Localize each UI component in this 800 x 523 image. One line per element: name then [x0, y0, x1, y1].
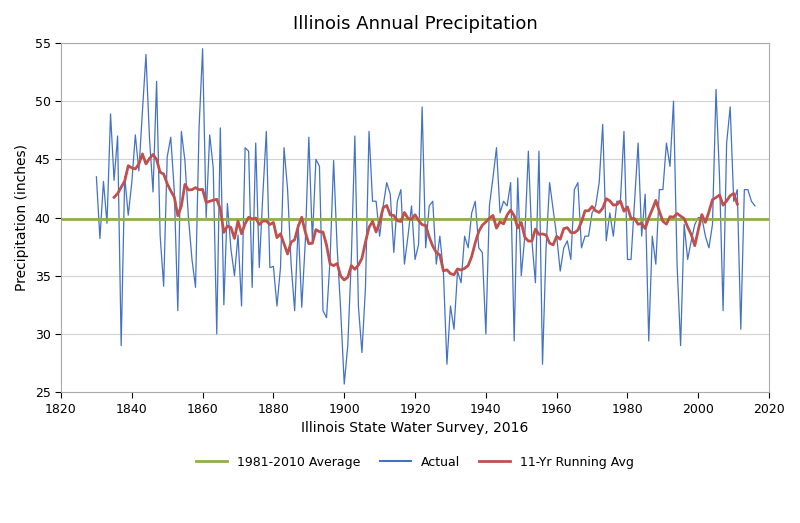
11-Yr Running Avg: [138, 151, 147, 157]
Actual: [530, 280, 540, 286]
Actual: [637, 233, 646, 240]
Actual: [91, 174, 101, 180]
Actual: [750, 203, 760, 209]
Y-axis label: Precipitation (inches): Precipitation (inches): [15, 144, 29, 291]
11-Yr Running Avg: [570, 230, 579, 236]
X-axis label: Illinois State Water Survey, 2016: Illinois State Water Survey, 2016: [302, 421, 529, 435]
Line: Actual: Actual: [96, 49, 755, 384]
11-Yr Running Avg: [311, 226, 321, 233]
11-Yr Running Avg: [339, 277, 349, 283]
Actual: [630, 198, 639, 204]
Actual: [116, 343, 126, 349]
Actual: [198, 46, 207, 52]
11-Yr Running Avg: [110, 194, 119, 200]
Title: Illinois Annual Precipitation: Illinois Annual Precipitation: [293, 15, 538, 33]
Actual: [418, 104, 427, 110]
Legend: 1981-2010 Average, Actual, 11-Yr Running Avg: 1981-2010 Average, Actual, 11-Yr Running…: [191, 451, 639, 474]
Actual: [237, 303, 246, 309]
Line: 11-Yr Running Avg: 11-Yr Running Avg: [114, 154, 738, 280]
11-Yr Running Avg: [498, 221, 508, 227]
11-Yr Running Avg: [290, 236, 299, 243]
Actual: [339, 381, 349, 387]
11-Yr Running Avg: [647, 207, 657, 213]
11-Yr Running Avg: [733, 201, 742, 207]
11-Yr Running Avg: [485, 215, 494, 221]
